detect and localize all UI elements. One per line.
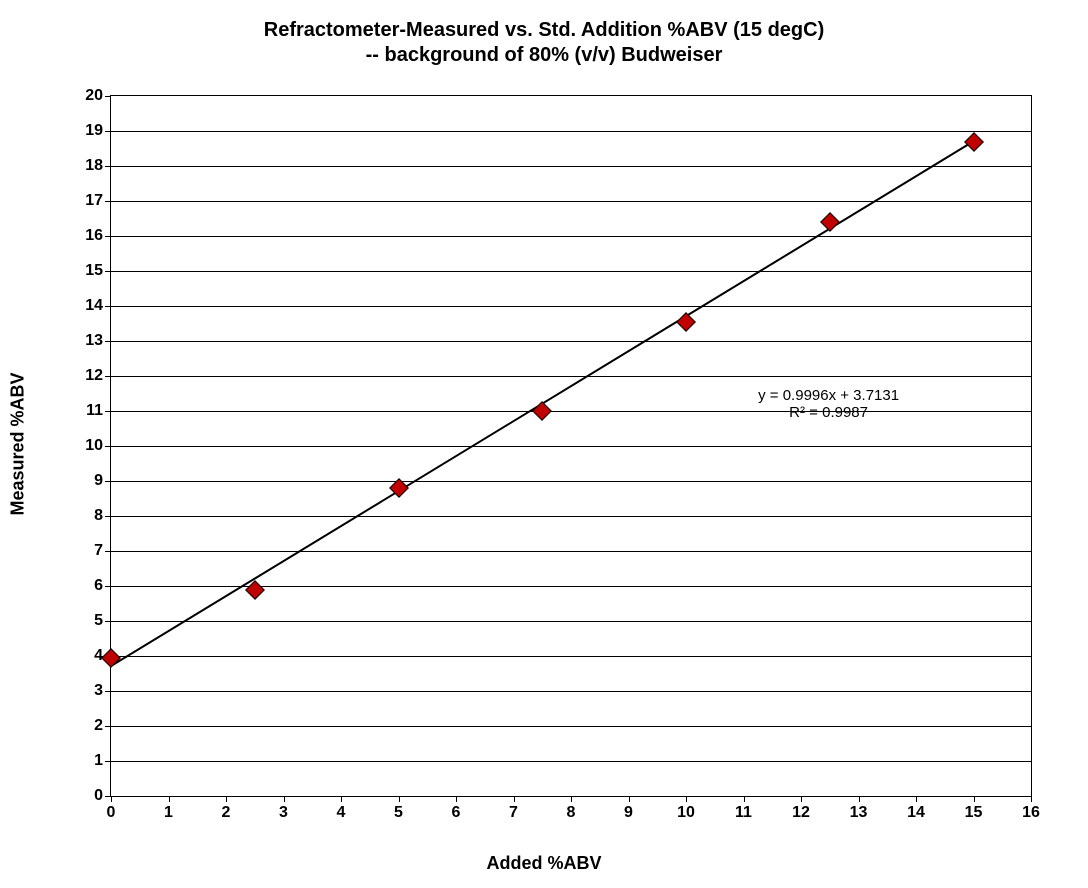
grid-line-h: [111, 201, 1031, 202]
grid-line-h: [111, 551, 1031, 552]
y-tick-label: 6: [94, 577, 111, 595]
chart-title: Refractometer-Measured vs. Std. Addition…: [0, 18, 1088, 68]
x-tick-label: 3: [279, 796, 288, 822]
grid-line-h: [111, 691, 1031, 692]
y-tick-label: 5: [94, 612, 111, 630]
y-tick-label: 13: [85, 332, 111, 350]
x-tick-label: 16: [1022, 796, 1040, 822]
grid-line-h: [111, 376, 1031, 377]
y-tick-label: 17: [85, 192, 111, 210]
x-tick-label: 9: [624, 796, 633, 822]
grid-line-h: [111, 446, 1031, 447]
x-tick-label: 2: [222, 796, 231, 822]
x-tick-label: 0: [107, 796, 116, 822]
y-tick-label: 11: [86, 402, 111, 420]
y-tick-label: 20: [85, 87, 111, 105]
y-tick-label: 8: [94, 507, 111, 525]
y-tick-label: 19: [85, 122, 111, 140]
grid-line-h: [111, 306, 1031, 307]
y-tick-label: 2: [94, 717, 111, 735]
y-tick-label: 7: [94, 542, 111, 560]
grid-line-h: [111, 516, 1031, 517]
grid-line-h: [111, 271, 1031, 272]
grid-line-h: [111, 236, 1031, 237]
grid-line-h: [111, 726, 1031, 727]
chart-container: Refractometer-Measured vs. Std. Addition…: [0, 0, 1088, 888]
grid-line-h: [111, 761, 1031, 762]
grid-line-h: [111, 341, 1031, 342]
grid-line-h: [111, 621, 1031, 622]
grid-line-h: [111, 656, 1031, 657]
x-tick-label: 12: [792, 796, 810, 822]
grid-line-h: [111, 411, 1031, 412]
x-tick-label: 13: [850, 796, 868, 822]
grid-line-h: [111, 481, 1031, 482]
regression-annotation: y = 0.9996x + 3.7131 R² = 0.9987: [758, 387, 899, 421]
y-tick-label: 3: [94, 682, 111, 700]
x-tick-label: 1: [164, 796, 173, 822]
y-tick-label: 12: [85, 367, 111, 385]
x-tick-label: 4: [337, 796, 346, 822]
x-axis-label: Added %ABV: [0, 853, 1088, 874]
x-tick-label: 10: [677, 796, 695, 822]
plot-area: y = 0.9996x + 3.7131 R² = 0.9987 0123456…: [110, 95, 1032, 797]
x-tick-label: 15: [965, 796, 983, 822]
y-axis-label: Measured %ABV: [8, 372, 29, 515]
x-tick-label: 5: [394, 796, 403, 822]
y-tick-label: 9: [94, 472, 111, 490]
x-tick-label: 7: [509, 796, 518, 822]
grid-line-h: [111, 166, 1031, 167]
x-tick-label: 8: [567, 796, 576, 822]
x-tick-label: 6: [452, 796, 461, 822]
y-tick-label: 10: [85, 437, 111, 455]
y-tick-label: 15: [85, 262, 111, 280]
y-tick-label: 18: [85, 157, 111, 175]
x-tick-label: 14: [907, 796, 925, 822]
grid-line-h: [111, 131, 1031, 132]
y-tick-label: 14: [85, 297, 111, 315]
x-tick-label: 11: [735, 796, 752, 822]
y-tick-label: 1: [94, 752, 111, 770]
y-tick-label: 16: [85, 227, 111, 245]
